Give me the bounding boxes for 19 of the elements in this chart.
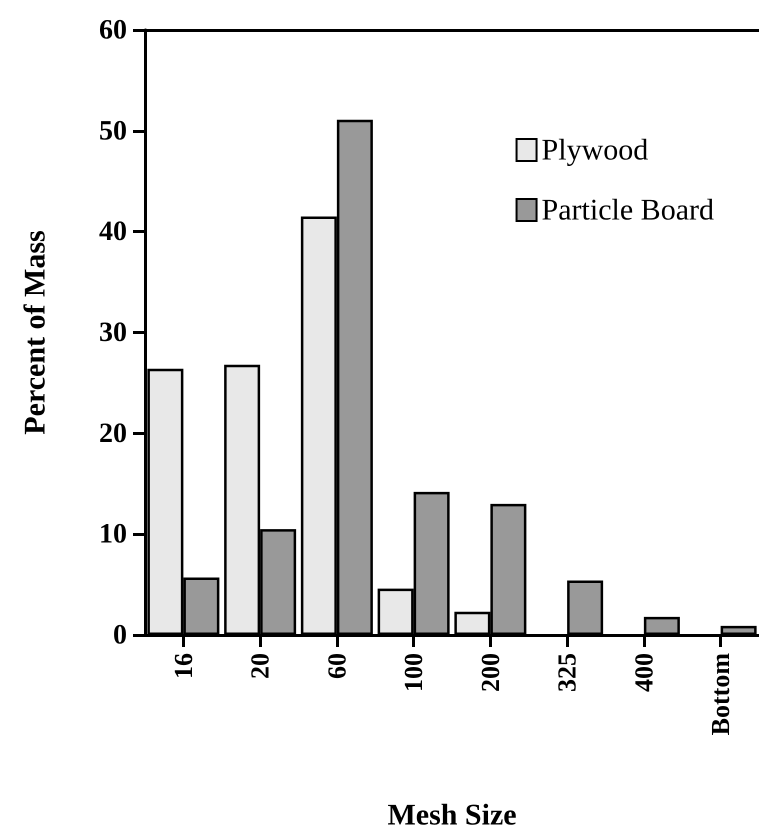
x-tick-label: 400 xyxy=(629,653,658,692)
y-tick-label: 10 xyxy=(99,518,127,550)
x-tick-label: 325 xyxy=(552,653,582,692)
y-tick-label: 60 xyxy=(99,14,127,46)
x-axis-title: Mesh Size xyxy=(387,798,517,832)
x-tick-label: 100 xyxy=(399,653,428,692)
x-tick-label: 200 xyxy=(476,653,505,692)
x-tick-label: 60 xyxy=(322,653,352,679)
x-tick-label: 16 xyxy=(168,653,198,679)
x-tick-label: Bottom xyxy=(706,652,736,736)
y-axis-title: Percent of Mass xyxy=(18,230,52,435)
x-tick-label: 20 xyxy=(246,653,275,679)
y-tick-label: 20 xyxy=(99,418,127,449)
y-tick-label: 0 xyxy=(113,620,127,650)
legend-label: Particle Board xyxy=(542,194,714,226)
y-tick-label: 40 xyxy=(99,216,127,248)
y-tick-label: 50 xyxy=(99,115,127,146)
y-tick-label: 30 xyxy=(99,317,127,348)
legend-label: Plywood xyxy=(542,134,648,166)
